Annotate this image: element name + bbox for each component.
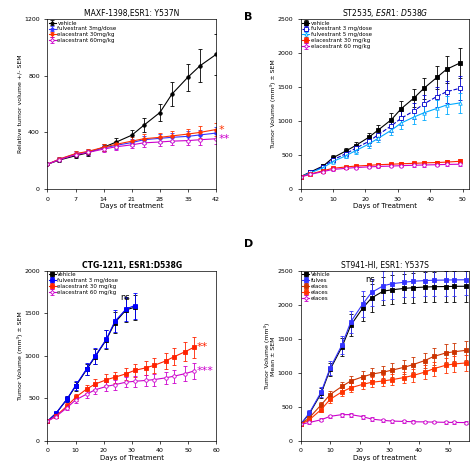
- Text: **: **: [196, 342, 208, 352]
- Text: ns: ns: [120, 293, 130, 302]
- Y-axis label: Tumor Volume (mm³)
Mean ± SEM: Tumor Volume (mm³) Mean ± SEM: [264, 323, 276, 389]
- X-axis label: Days of treatment: Days of treatment: [353, 455, 417, 461]
- Y-axis label: Tumor Volume (mm³) ± SEM: Tumor Volume (mm³) ± SEM: [17, 311, 23, 400]
- Text: B: B: [244, 12, 253, 22]
- Text: ***: ***: [196, 365, 213, 376]
- X-axis label: Days of Treatment: Days of Treatment: [100, 455, 164, 461]
- Legend: Vehicle, fulves, elaces, elaces, elaces: Vehicle, fulves, elaces, elaces, elaces: [301, 272, 331, 301]
- Title: MAXF-1398,ESR1: Y537N: MAXF-1398,ESR1: Y537N: [84, 9, 180, 18]
- Y-axis label: Relative tumor volume +/- SEM: Relative tumor volume +/- SEM: [18, 55, 23, 153]
- Y-axis label: Tumor Volume (mm³) ± SEM: Tumor Volume (mm³) ± SEM: [270, 60, 276, 148]
- X-axis label: Days of Treatment: Days of Treatment: [353, 203, 417, 209]
- Text: *: *: [218, 125, 224, 135]
- Text: **: **: [218, 134, 229, 144]
- Legend: vehicle, fulvestrant 3mg/dose, elacestrant 30mg/kg, elacestrant 60mg/kg: vehicle, fulvestrant 3mg/dose, elacestra…: [48, 20, 117, 44]
- Text: D: D: [244, 239, 254, 249]
- Text: ns: ns: [365, 275, 375, 284]
- Legend: Vehicle, fulvestrant 3 mg/dose, elacestrant 30 mg/kg, elacestrant 60 mg/kg: Vehicle, fulvestrant 3 mg/dose, elacestr…: [48, 272, 119, 295]
- X-axis label: Days of treatment: Days of treatment: [100, 203, 164, 209]
- Title: CTG-1211, ESR1:D538G: CTG-1211, ESR1:D538G: [82, 261, 182, 270]
- Title: ST941-HI, ESR1: Y537S: ST941-HI, ESR1: Y537S: [341, 261, 429, 270]
- Legend: vehicle, fulvestrant 3 mg/dose, fulvestrant 5 mg/dose, elacestrant 30 mg/kg, ela: vehicle, fulvestrant 3 mg/dose, fulvestr…: [301, 20, 372, 49]
- Title: ST2535, $\mathit{ESR1}$: $\mathit{D538G}$: ST2535, $\mathit{ESR1}$: $\mathit{D538G}…: [342, 7, 428, 19]
